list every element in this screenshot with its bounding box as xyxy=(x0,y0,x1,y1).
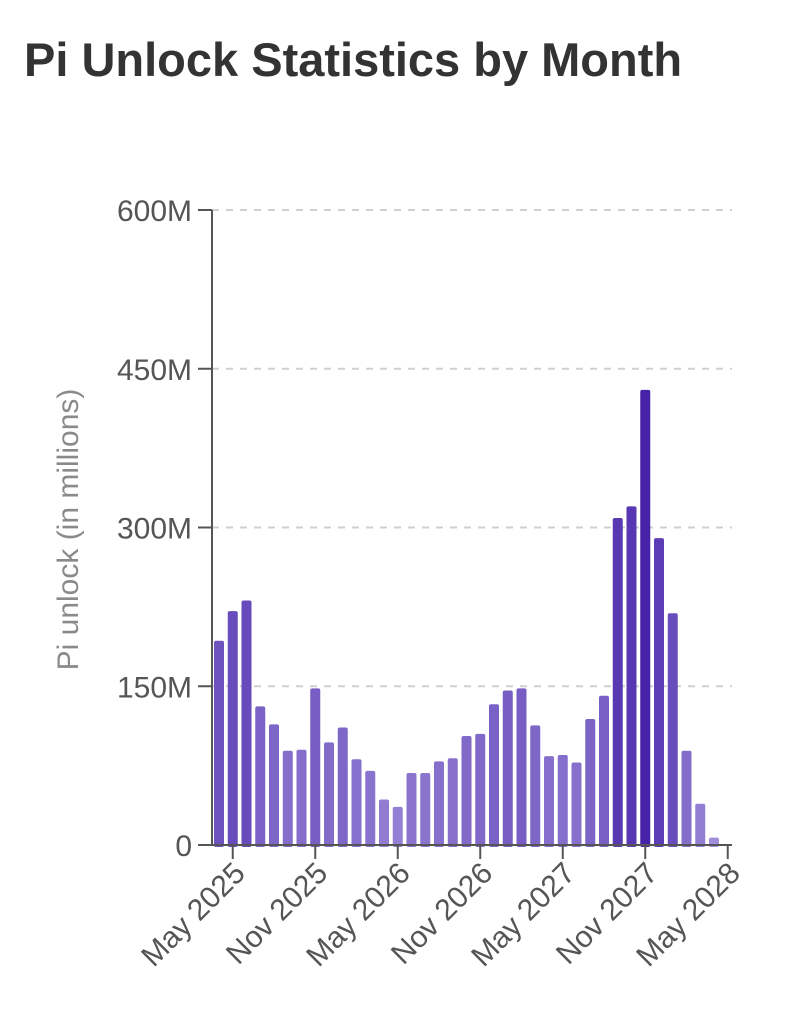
bar-2026-07[interactable]: 2026-07: 68M xyxy=(420,773,431,847)
bar-2027-12[interactable]: 2027-12: 290M xyxy=(654,538,664,847)
bar-2025-10[interactable]: 2025-10: 90M xyxy=(296,749,307,847)
bar-2027-07[interactable]: 2027-07: 119M xyxy=(585,719,596,847)
bar-2027-02[interactable]: 2027-02: 148M xyxy=(516,688,527,847)
y-tick-label: 150M xyxy=(117,671,192,704)
grid-lines xyxy=(212,209,732,688)
bar-2025-04[interactable]: 2025-04: 193M xyxy=(214,640,224,847)
bar-2026-06[interactable]: 2026-06: 68M xyxy=(406,773,417,847)
bar-2027-03[interactable]: 2027-03: 113M xyxy=(530,725,541,847)
bar-2026-02[interactable]: 2026-02: 81M xyxy=(351,759,362,847)
y-axis-label: Pi unlock (in millions) xyxy=(52,389,85,671)
y-tick-label: 450M xyxy=(117,354,192,387)
bar-2028-01[interactable]: 2028-01: 219M xyxy=(667,613,678,847)
chart-title: Pi Unlock Statistics by Month xyxy=(24,33,683,86)
bar-2027-09[interactable]: 2027-09: 309M xyxy=(612,517,623,847)
bar-2026-01[interactable]: 2026-01: 111M xyxy=(337,727,348,847)
bar-2027-10[interactable]: 2027-10: 320M xyxy=(626,506,637,847)
bar-2025-12[interactable]: 2025-12: 97M xyxy=(324,742,334,847)
bar-2027-06[interactable]: 2027-06: 78M xyxy=(571,762,582,847)
bar-2028-02[interactable]: 2028-02: 89M xyxy=(681,750,692,847)
bar-2026-12[interactable]: 2026-12: 133M xyxy=(489,704,499,847)
bar-2026-05[interactable]: 2026-05: 36M xyxy=(392,806,403,847)
bar-2026-03[interactable]: 2026-03: 70M xyxy=(365,770,376,847)
y-tick-labels: 0 150M 300M 450M 600M xyxy=(117,195,192,863)
bar-2025-08[interactable]: 2025-08: 114M xyxy=(269,724,279,847)
bar-2027-08[interactable]: 2027-08: 141M xyxy=(599,695,609,847)
bar-2026-09[interactable]: 2026-09: 82M xyxy=(447,758,458,847)
bar-2027-04[interactable]: 2027-04: 84M xyxy=(544,756,554,847)
bar-2026-04[interactable]: 2026-04: 43M xyxy=(379,799,389,847)
bars: 2025-04: 193M2025-05: 221M2025-06: 231M2… xyxy=(214,389,719,847)
bar-2026-08[interactable]: 2026-08: 79M xyxy=(434,761,444,847)
bar-2026-10[interactable]: 2026-10: 103M xyxy=(461,735,472,847)
bar-2025-05[interactable]: 2025-05: 221M xyxy=(227,611,238,847)
bar-2025-07[interactable]: 2025-07: 131M xyxy=(255,706,266,847)
bar-2025-06[interactable]: 2025-06: 231M xyxy=(241,600,252,847)
bar-2027-01[interactable]: 2027-01: 146M xyxy=(502,690,513,847)
bar-2025-11[interactable]: 2025-11: 148M xyxy=(310,688,321,847)
bar-2027-11[interactable]: 2027-11: 430M xyxy=(640,389,651,847)
bar-2025-09[interactable]: 2025-09: 89M xyxy=(282,750,293,847)
bar-2028-03[interactable]: 2028-03: 39M xyxy=(695,803,706,847)
y-tick-label: 600M xyxy=(117,195,192,228)
bar-2027-05[interactable]: 2027-05: 85M xyxy=(557,755,568,847)
y-tick-label: 300M xyxy=(117,513,192,546)
y-tick-label: 0 xyxy=(175,830,192,863)
bar-2026-11[interactable]: 2026-11: 105M xyxy=(475,733,486,847)
axes xyxy=(198,209,732,859)
